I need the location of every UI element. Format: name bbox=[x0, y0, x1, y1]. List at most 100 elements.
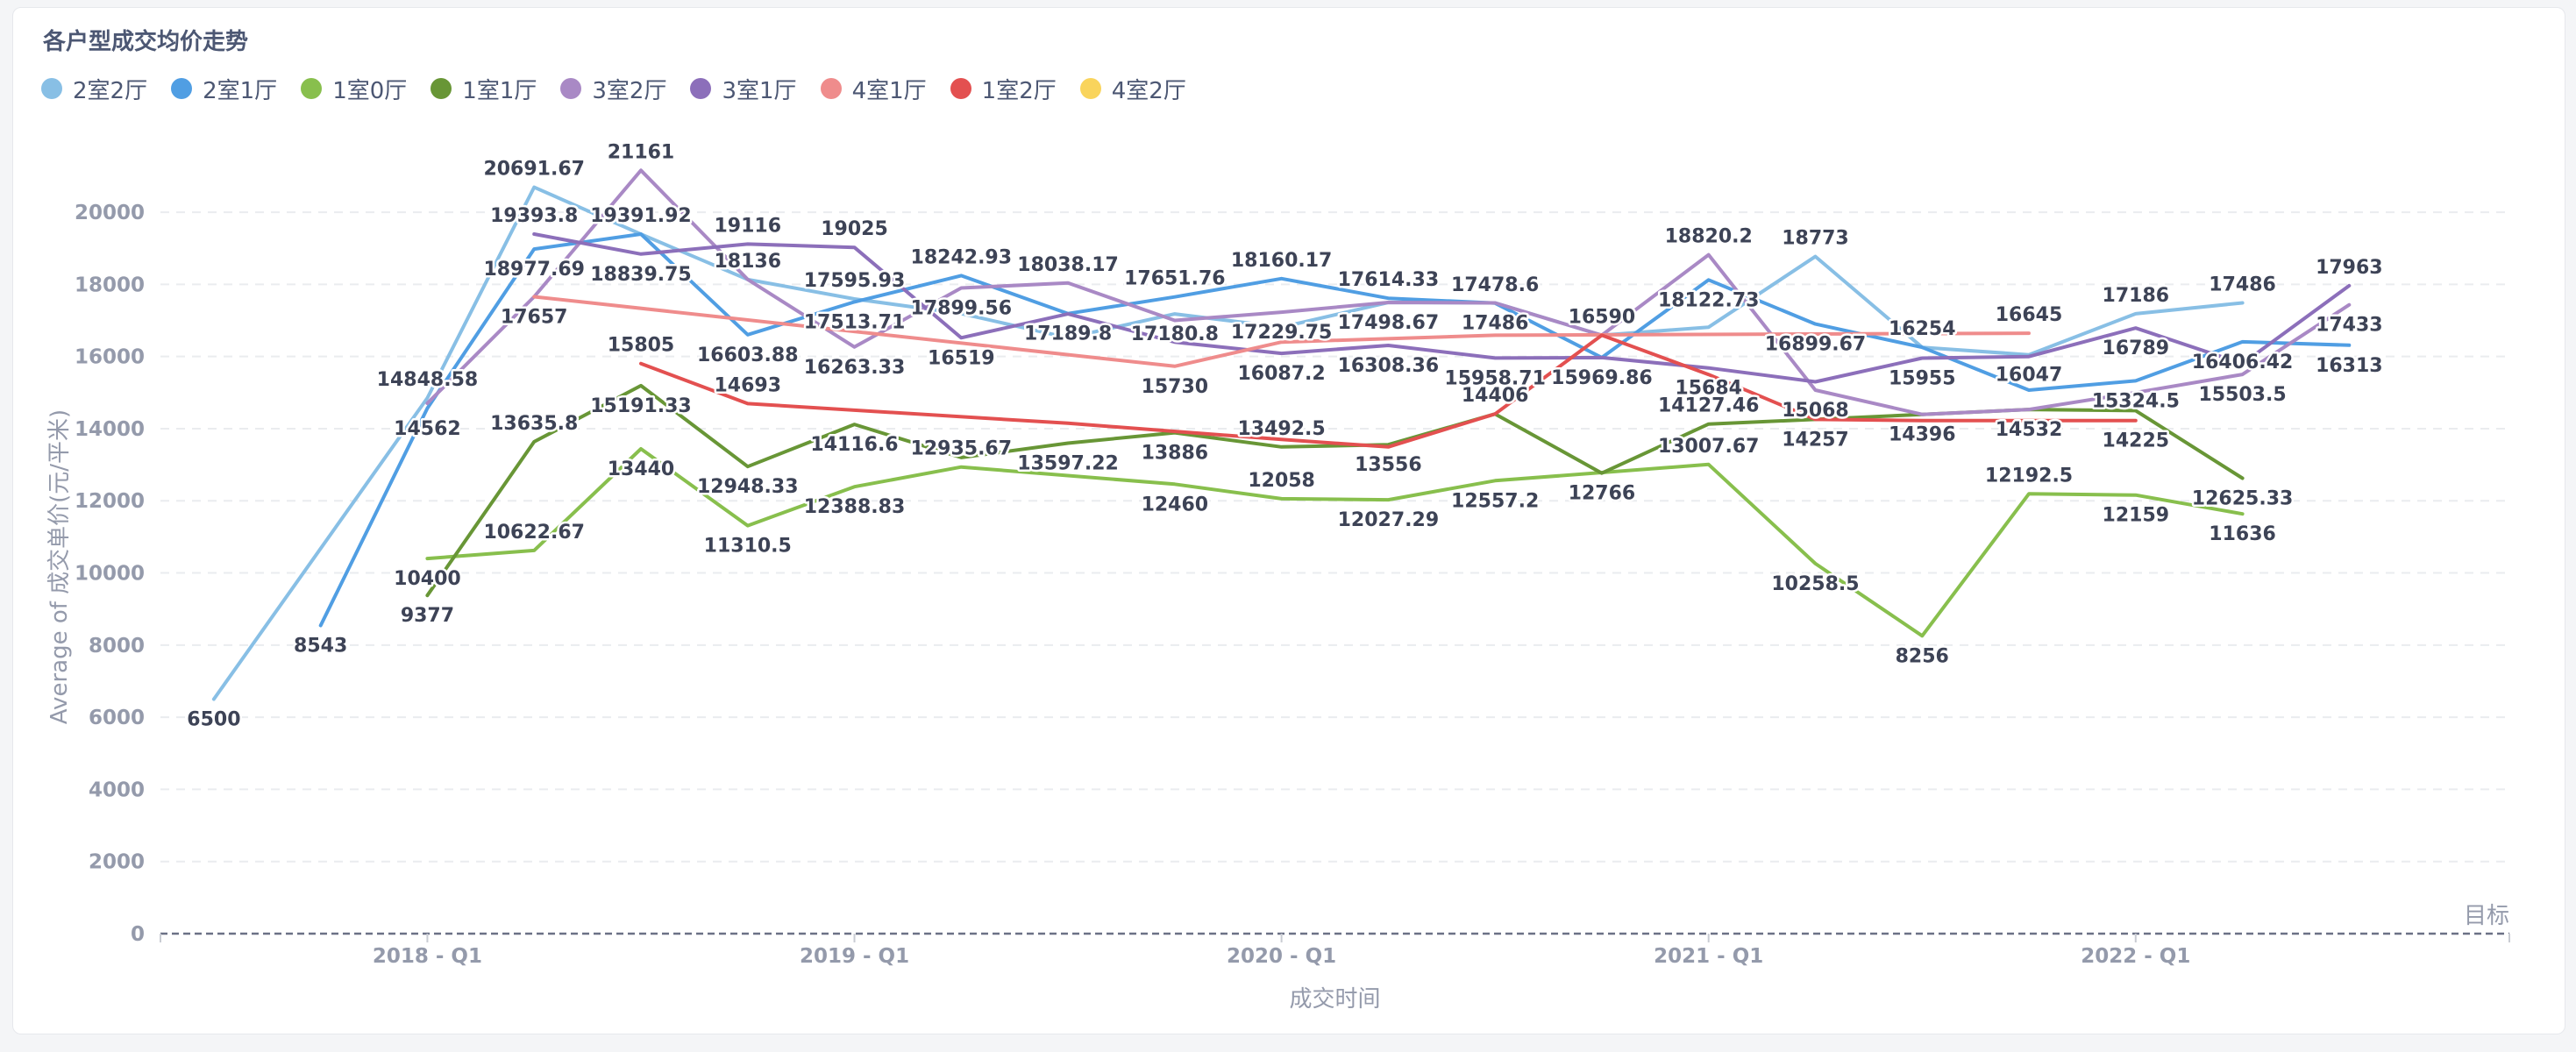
data-label: 11636 bbox=[2209, 523, 2276, 545]
x-axis-title: 成交时间 bbox=[1289, 986, 1380, 1013]
y-tick-label: 12000 bbox=[75, 490, 145, 513]
legend-color-dot bbox=[431, 78, 452, 99]
legend-color-dot bbox=[1079, 78, 1101, 99]
data-label: 15969.86 bbox=[1551, 367, 1653, 389]
legend-item[interactable]: 1室2厅 bbox=[950, 73, 1057, 105]
data-label: 13886 bbox=[1142, 443, 1209, 465]
data-label: 16590 bbox=[1569, 306, 1636, 328]
y-tick-label: 6000 bbox=[89, 707, 145, 729]
legend-item[interactable]: 1室0厅 bbox=[301, 73, 407, 105]
series-line[interactable] bbox=[532, 232, 2352, 384]
data-label: 18160.17 bbox=[1231, 250, 1333, 272]
data-label: 16308.36 bbox=[1338, 355, 1440, 377]
data-label: 19393.8 bbox=[490, 205, 578, 227]
series-line[interactable] bbox=[639, 333, 2138, 449]
chart-title: 各户型成交均价走势 bbox=[43, 29, 249, 55]
data-label: 18820.2 bbox=[1665, 226, 1753, 248]
data-label: 17899.56 bbox=[911, 297, 1013, 319]
goal-label: 目标 bbox=[2464, 903, 2509, 929]
data-label: 16519 bbox=[928, 347, 995, 369]
data-label: 12935.67 bbox=[911, 438, 1013, 460]
legend-item[interactable]: 2室2厅 bbox=[41, 73, 147, 105]
data-labels: 6500 8543 14848.58 14562 10400 9377 20691.67 19… bbox=[185, 139, 2385, 733]
data-label: 14532 bbox=[1996, 419, 2063, 441]
x-tick-label: 2021 - Q1 bbox=[1654, 945, 1763, 968]
legend-label: 1室1厅 bbox=[462, 77, 537, 104]
data-label: 17486 bbox=[1462, 313, 1529, 335]
data-label: 17657 bbox=[501, 306, 568, 328]
legend-label: 1室0厅 bbox=[332, 77, 408, 104]
legend-color-dot bbox=[301, 78, 323, 99]
y-tick-label: 0 bbox=[131, 923, 145, 946]
data-label: 12058 bbox=[1248, 470, 1315, 492]
data-label: 18839.75 bbox=[590, 264, 692, 286]
data-label: 14127.46 bbox=[1658, 395, 1760, 417]
legend-label: 4室2厅 bbox=[1111, 77, 1186, 104]
data-label: 16087.2 bbox=[1238, 363, 1326, 385]
y-tick-label: 4000 bbox=[89, 778, 145, 801]
chart-legend: 2室2厅 2室1厅 1室0厅 1室1厅 3室2厅 3室1厅 4室1厅 1室2厅 4室2厅 bbox=[41, 71, 1210, 106]
data-label: 14693 bbox=[714, 374, 781, 396]
legend-item[interactable]: 4室2厅 bbox=[1079, 73, 1186, 105]
data-label: 15958.71 bbox=[1444, 367, 1546, 389]
x-tick-label: 2019 - Q1 bbox=[800, 945, 909, 968]
data-label: 16645 bbox=[1996, 304, 2063, 326]
data-label: 12192.5 bbox=[1985, 465, 2073, 487]
legend-item[interactable]: 1室1厅 bbox=[431, 73, 537, 105]
series-line[interactable] bbox=[425, 168, 2352, 416]
data-label: 15503.5 bbox=[2198, 384, 2286, 406]
data-label: 17189.8 bbox=[1024, 323, 1112, 345]
data-label: 19025 bbox=[821, 218, 888, 240]
legend-label: 2室2厅 bbox=[73, 77, 148, 104]
data-label: 12948.33 bbox=[697, 476, 799, 498]
data-label: 16263.33 bbox=[804, 357, 906, 379]
y-tick-label: 8000 bbox=[89, 635, 145, 658]
data-label: 10400 bbox=[394, 568, 461, 590]
legend-color-dot bbox=[171, 78, 193, 99]
data-label: 18122.73 bbox=[1658, 289, 1760, 311]
data-label: 18242.93 bbox=[911, 246, 1013, 268]
series-line[interactable] bbox=[532, 295, 2031, 368]
data-label: 12460 bbox=[1142, 494, 1209, 515]
data-label: 17478.6 bbox=[1451, 274, 1539, 296]
data-label: 16254 bbox=[1889, 318, 1956, 340]
y-tick-label: 14000 bbox=[75, 418, 145, 441]
legend-color-dot bbox=[950, 78, 971, 99]
legend-color-dot bbox=[560, 78, 582, 99]
data-label: 12766 bbox=[1569, 483, 1636, 505]
data-label: 8256 bbox=[1896, 645, 1949, 667]
data-label: 14396 bbox=[1889, 424, 1956, 446]
data-label: 17498.67 bbox=[1338, 312, 1440, 334]
data-label: 12027.29 bbox=[1338, 509, 1440, 531]
legend-item[interactable]: 2室1厅 bbox=[171, 73, 277, 105]
data-label: 15730 bbox=[1142, 376, 1209, 398]
y-tick-label: 20000 bbox=[75, 202, 145, 224]
series-line[interactable] bbox=[425, 447, 2245, 638]
legend-color-dot bbox=[41, 78, 62, 99]
data-label: 14848.58 bbox=[377, 369, 479, 391]
data-label: 15191.33 bbox=[590, 395, 692, 417]
legend-label: 4室1厅 bbox=[851, 77, 927, 104]
data-label: 14257 bbox=[1782, 429, 1849, 451]
data-label: 18977.69 bbox=[483, 259, 585, 281]
data-label: 14225 bbox=[2103, 430, 2170, 452]
data-label: 14116.6 bbox=[810, 434, 898, 456]
legend-color-dot bbox=[690, 78, 712, 99]
legend-item[interactable]: 3室2厅 bbox=[560, 73, 666, 105]
data-label: 10258.5 bbox=[1771, 573, 1859, 595]
legend-item[interactable]: 4室1厅 bbox=[820, 73, 927, 105]
data-label: 17595.93 bbox=[804, 270, 906, 292]
legend-label: 2室1厅 bbox=[203, 77, 278, 104]
x-tick-label: 2020 - Q1 bbox=[1227, 945, 1336, 968]
data-label: 17180.8 bbox=[1131, 323, 1219, 345]
data-label: 17614.33 bbox=[1338, 269, 1440, 291]
data-label: 19391.92 bbox=[590, 205, 692, 227]
data-label: 16789 bbox=[2103, 338, 2170, 359]
data-label: 19116 bbox=[714, 215, 781, 237]
data-label: 15684 bbox=[1675, 378, 1742, 400]
data-label: 17229.75 bbox=[1231, 322, 1333, 344]
legend-item[interactable]: 3室1厅 bbox=[690, 73, 797, 105]
data-label: 17513.71 bbox=[804, 311, 906, 333]
legend-label: 1室2厅 bbox=[981, 77, 1057, 104]
